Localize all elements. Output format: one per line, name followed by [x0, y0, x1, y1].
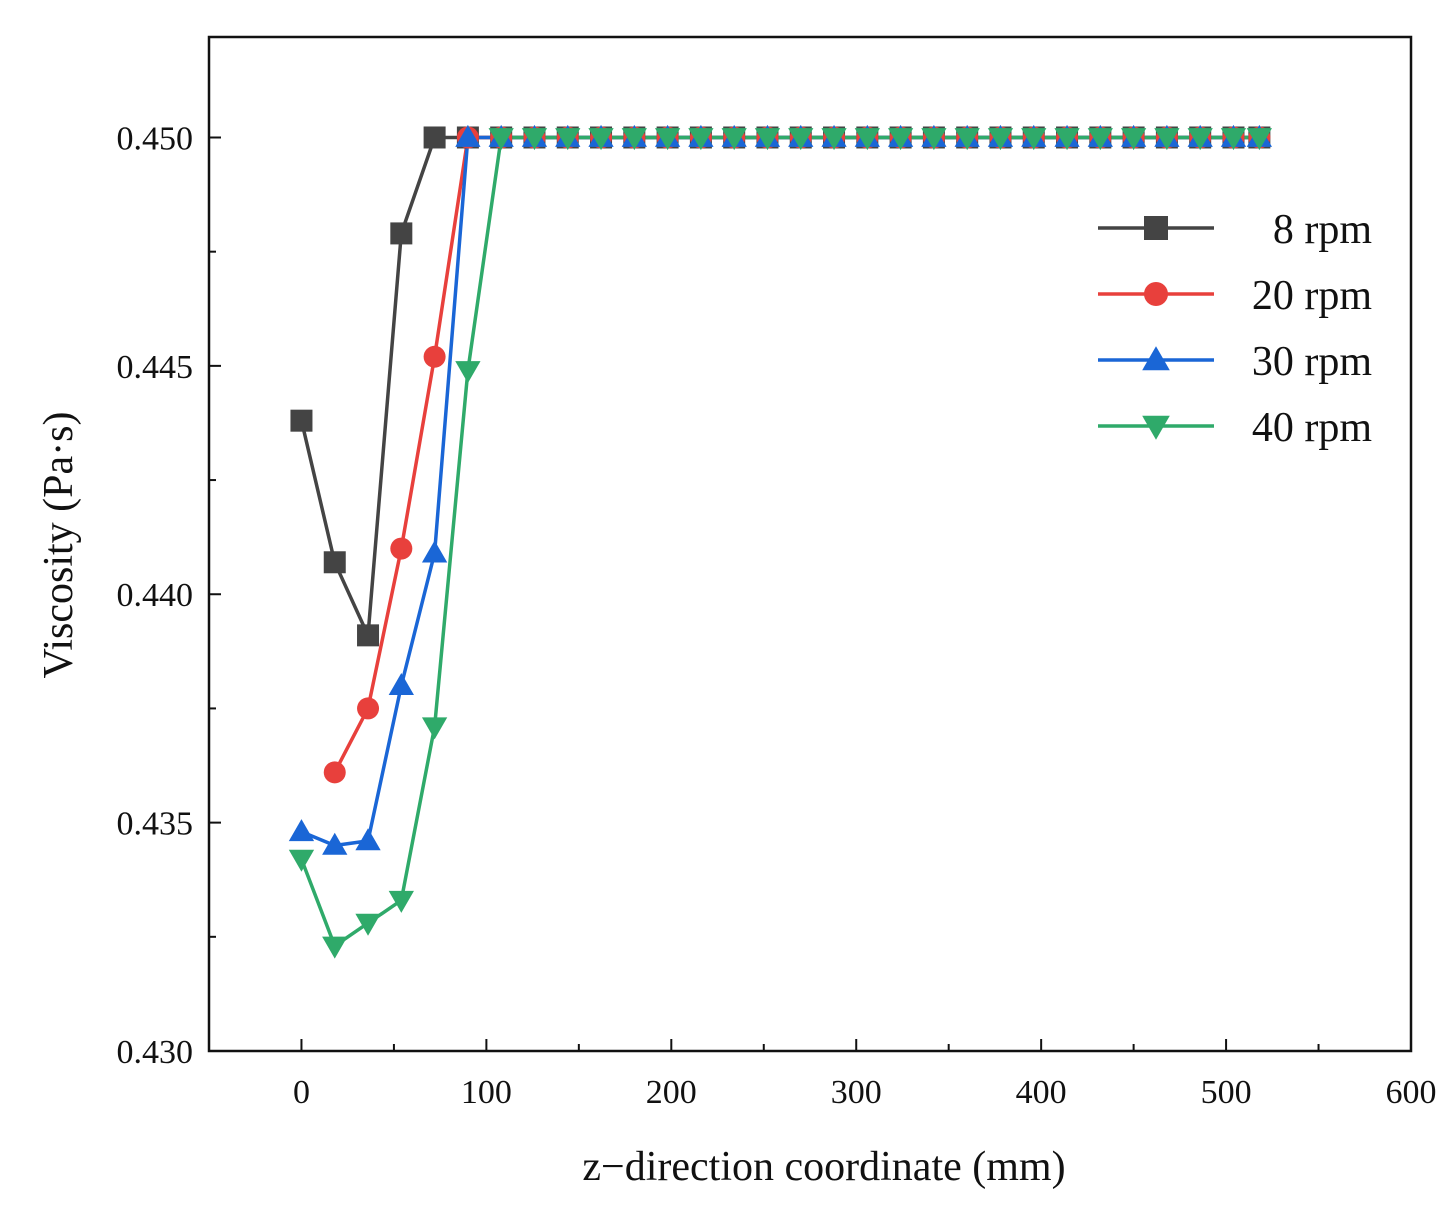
y-tick-label: 0.435: [117, 806, 194, 843]
data-point-40-rpm: [987, 128, 1014, 151]
data-point-40-rpm: [1054, 128, 1080, 151]
x-tick-label: 200: [646, 1074, 697, 1111]
data-point-40-rpm: [555, 128, 581, 151]
legend-label-30-rpm: 30 rpm: [1252, 339, 1372, 385]
y-tick-label: 0.440: [117, 577, 194, 614]
plot-frame: [207, 35, 1413, 1053]
data-point-30-rpm: [288, 819, 315, 842]
data-point-30-rpm: [322, 832, 348, 855]
data-point-40-rpm: [821, 128, 847, 151]
data-point-30-rpm: [421, 540, 448, 563]
data-point-40-rpm: [1220, 128, 1247, 151]
legend-label-20-rpm: 20 rpm: [1252, 273, 1372, 319]
x-tick-label: 0: [293, 1074, 310, 1111]
data-point-40-rpm: [1087, 128, 1113, 151]
x-axis-title: z−direction coordinate (mm): [582, 1144, 1065, 1190]
data-point-30-rpm: [355, 828, 381, 851]
data-point-40-rpm: [721, 128, 747, 151]
x-tick-label: 100: [461, 1074, 512, 1111]
data-point-8-rpm: [323, 551, 346, 574]
data-point-40-rpm: [388, 890, 414, 913]
data-point-40-rpm: [322, 936, 348, 959]
data-point-30-rpm: [455, 124, 481, 147]
data-point-40-rpm: [588, 128, 614, 151]
data-point-40-rpm: [621, 128, 647, 151]
x-tick-label: 400: [1016, 1074, 1067, 1111]
data-point-30-rpm: [388, 672, 414, 695]
data-point-40-rpm: [1021, 128, 1047, 151]
data-point-40-rpm: [355, 913, 381, 936]
data-point-40-rpm: [954, 128, 980, 151]
y-axis-title: Viscosity (Pa·s): [36, 412, 82, 679]
data-point-40-rpm: [854, 128, 880, 151]
y-tick-label: 0.430: [117, 1034, 194, 1071]
legend-marker-20-rpm: [1144, 282, 1168, 306]
x-tick-label: 300: [831, 1074, 882, 1111]
data-point-40-rpm: [887, 128, 914, 151]
data-point-20-rpm: [323, 761, 346, 784]
data-point-20-rpm: [390, 537, 413, 560]
data-point-40-rpm: [521, 128, 548, 151]
data-point-20-rpm: [423, 345, 446, 368]
data-point-40-rpm: [788, 128, 814, 151]
y-tick-label: 0.450: [117, 120, 194, 157]
data-point-8-rpm: [390, 222, 413, 245]
y-tick-label: 0.445: [117, 349, 194, 386]
data-point-8-rpm: [290, 409, 313, 432]
data-point-40-rpm: [421, 717, 448, 740]
data-point-40-rpm: [1187, 128, 1213, 151]
x-tick-label: 500: [1201, 1074, 1252, 1111]
data-point-40-rpm: [455, 361, 481, 384]
series-markers: [288, 124, 1273, 959]
legend: 8 rpm 20 rpm 30 rpm 40 rpm: [1098, 207, 1372, 451]
data-point-40-rpm: [288, 849, 315, 872]
data-point-40-rpm: [1154, 128, 1180, 151]
legend-marker-40-rpm: [1142, 415, 1170, 440]
x-tick-label: 600: [1386, 1074, 1437, 1111]
data-point-40-rpm: [688, 128, 714, 151]
data-point-8-rpm: [357, 624, 380, 647]
data-point-40-rpm: [921, 128, 947, 151]
data-point-40-rpm: [754, 128, 781, 151]
data-point-40-rpm: [488, 128, 514, 151]
data-point-20-rpm: [357, 697, 380, 720]
data-point-8-rpm: [423, 126, 446, 149]
data-point-40-rpm: [654, 128, 681, 151]
legend-label-40-rpm: 40 rpm: [1252, 405, 1372, 451]
legend-marker-30-rpm: [1142, 346, 1170, 371]
data-point-40-rpm: [1246, 128, 1273, 151]
data-point-40-rpm: [1120, 128, 1147, 151]
legend-label-8-rpm: 8 rpm: [1273, 207, 1372, 253]
legend-marker-8-rpm: [1144, 216, 1168, 240]
tick-labels: 0 100 200 300 400 500 600 0.430 0.435 0.440 0.445 0…: [117, 120, 1437, 1111]
